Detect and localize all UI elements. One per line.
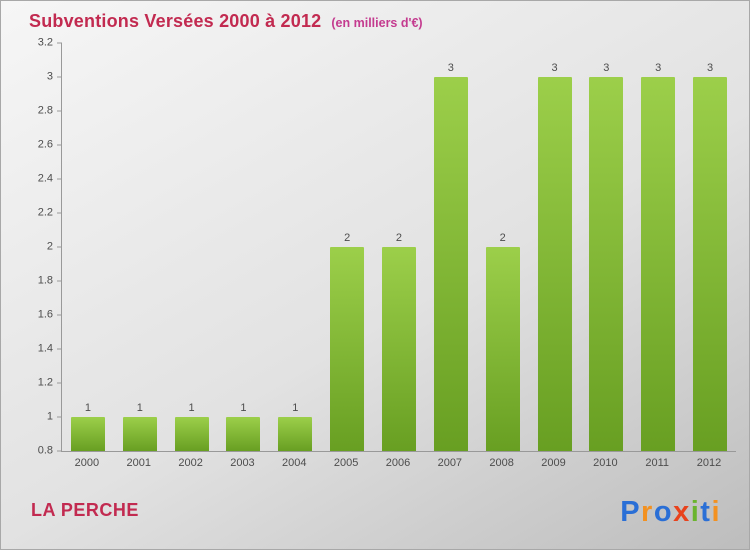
y-tick-mark [57, 42, 62, 44]
bar-slot: 2 [477, 43, 529, 451]
bar-value-label: 1 [188, 402, 195, 415]
bar [589, 77, 624, 451]
x-tick-label: 2012 [696, 457, 722, 469]
y-tick-mark [57, 246, 62, 248]
y-tick-mark [57, 280, 62, 282]
bar-slot: 3 [684, 43, 736, 451]
x-tick-label: 2011 [645, 457, 670, 469]
bar [485, 247, 520, 451]
y-tick-mark [57, 314, 62, 316]
bar-value-label: 2 [395, 232, 403, 244]
bar-slot: 1 [114, 43, 166, 451]
entity-name: LA PERCHE [31, 500, 139, 520]
x-tick-label: 2004 [282, 457, 307, 469]
bar [330, 247, 365, 451]
y-tick-mark [57, 382, 62, 384]
y-tick-label: 1.6 [37, 308, 53, 321]
proxiti-logo: Proxiti [620, 498, 721, 527]
logo-letter: i [711, 496, 721, 528]
x-axis-labels: 2000 2001 2002 2003 2004 2005 2006 2007 2008 2009… [61, 457, 735, 469]
bar-slot: 1 [218, 43, 270, 451]
y-tick-mark [57, 76, 62, 78]
bar [693, 77, 728, 451]
bar-slot: 1 [269, 43, 321, 451]
x-tick-label: 2001 [126, 457, 151, 469]
logo-letter: i [690, 496, 701, 528]
bar-slot: 1 [166, 43, 218, 451]
y-tick-mark [57, 416, 62, 418]
bar-slot: 3 [632, 43, 684, 451]
y-tick-label: 1.4 [37, 342, 53, 355]
bar [122, 417, 157, 451]
bar-value-label: 1 [136, 402, 143, 415]
x-tick-label: 2000 [74, 457, 100, 469]
bar-slot: 1 [62, 43, 114, 451]
bar [174, 417, 209, 451]
bar-value-label: 2 [344, 232, 351, 244]
y-tick-label: 3 [46, 70, 53, 83]
y-tick-label: 2.2 [37, 206, 53, 219]
y-tick-label: 2 [46, 240, 53, 253]
x-tick-label: 2008 [489, 457, 514, 469]
y-tick-label: 1.2 [37, 376, 53, 389]
y-tick-label: 1 [46, 410, 53, 423]
bar-slot: 3 [529, 43, 581, 451]
logo-letter: t [700, 496, 712, 528]
x-tick-label: 2002 [178, 457, 203, 469]
bar-value-label: 3 [551, 62, 558, 74]
x-tick-label: 2010 [593, 457, 618, 469]
bar [641, 77, 676, 451]
y-tick-label: 0.8 [37, 444, 53, 457]
y-tick-label: 2.8 [37, 104, 53, 117]
x-tick-label: 2007 [437, 457, 463, 469]
logo-letter: P [620, 496, 642, 528]
bar-slot: 2 [321, 43, 373, 451]
bar-value-label: 3 [447, 62, 454, 74]
bar-value-label: 1 [292, 402, 299, 415]
y-tick-mark [57, 348, 62, 350]
x-tick-label: 2009 [541, 457, 566, 469]
logo-letter: r [641, 496, 654, 528]
bar [278, 417, 313, 451]
bar-value-label: 2 [499, 232, 506, 244]
bar-slot: 3 [425, 43, 477, 451]
chart-title: Subventions Versées 2000 à 2012 [29, 11, 322, 31]
bar-value-label: 3 [655, 62, 662, 74]
bar [70, 417, 105, 451]
chart-header: Subventions Versées 2000 à 2012 (en mill… [29, 11, 423, 32]
bar-value-label: 1 [240, 402, 247, 415]
bar-value-label: 1 [84, 402, 91, 415]
logo-letter: x [673, 496, 691, 528]
y-tick-mark [57, 178, 62, 180]
bar [381, 247, 416, 451]
y-tick-label: 2.6 [37, 138, 53, 151]
bar-slot: 2 [373, 43, 425, 451]
logo-letter: o [653, 496, 674, 528]
y-tick-mark [57, 144, 62, 146]
bar-slot: 3 [580, 43, 632, 451]
y-tick-label: 1.8 [37, 274, 53, 287]
chart-subtitle: (en milliers d'€) [331, 16, 423, 30]
bar-value-label: 3 [603, 62, 610, 74]
x-tick-label: 2006 [385, 457, 411, 469]
plot-area: 1 1 1 1 1 2 2 3 2 3 3 3 3 0.8 1 1.2 1.4 1.6 1.8 2 2.2 2.4 2.6… [38, 37, 736, 456]
y-tick-label: 2.4 [37, 172, 53, 185]
bar [537, 77, 572, 451]
bar [226, 417, 261, 451]
y-tick-mark [57, 110, 62, 112]
y-tick-label: 3.2 [37, 36, 53, 49]
y-tick-mark [57, 450, 62, 452]
y-tick-mark [57, 212, 62, 214]
bar [433, 77, 468, 451]
x-tick-label: 2003 [230, 457, 255, 469]
x-tick-label: 2005 [333, 457, 359, 469]
bars-container: 1 1 1 1 1 2 2 3 2 3 3 3 3 [62, 43, 736, 451]
bar-value-label: 3 [706, 62, 714, 74]
